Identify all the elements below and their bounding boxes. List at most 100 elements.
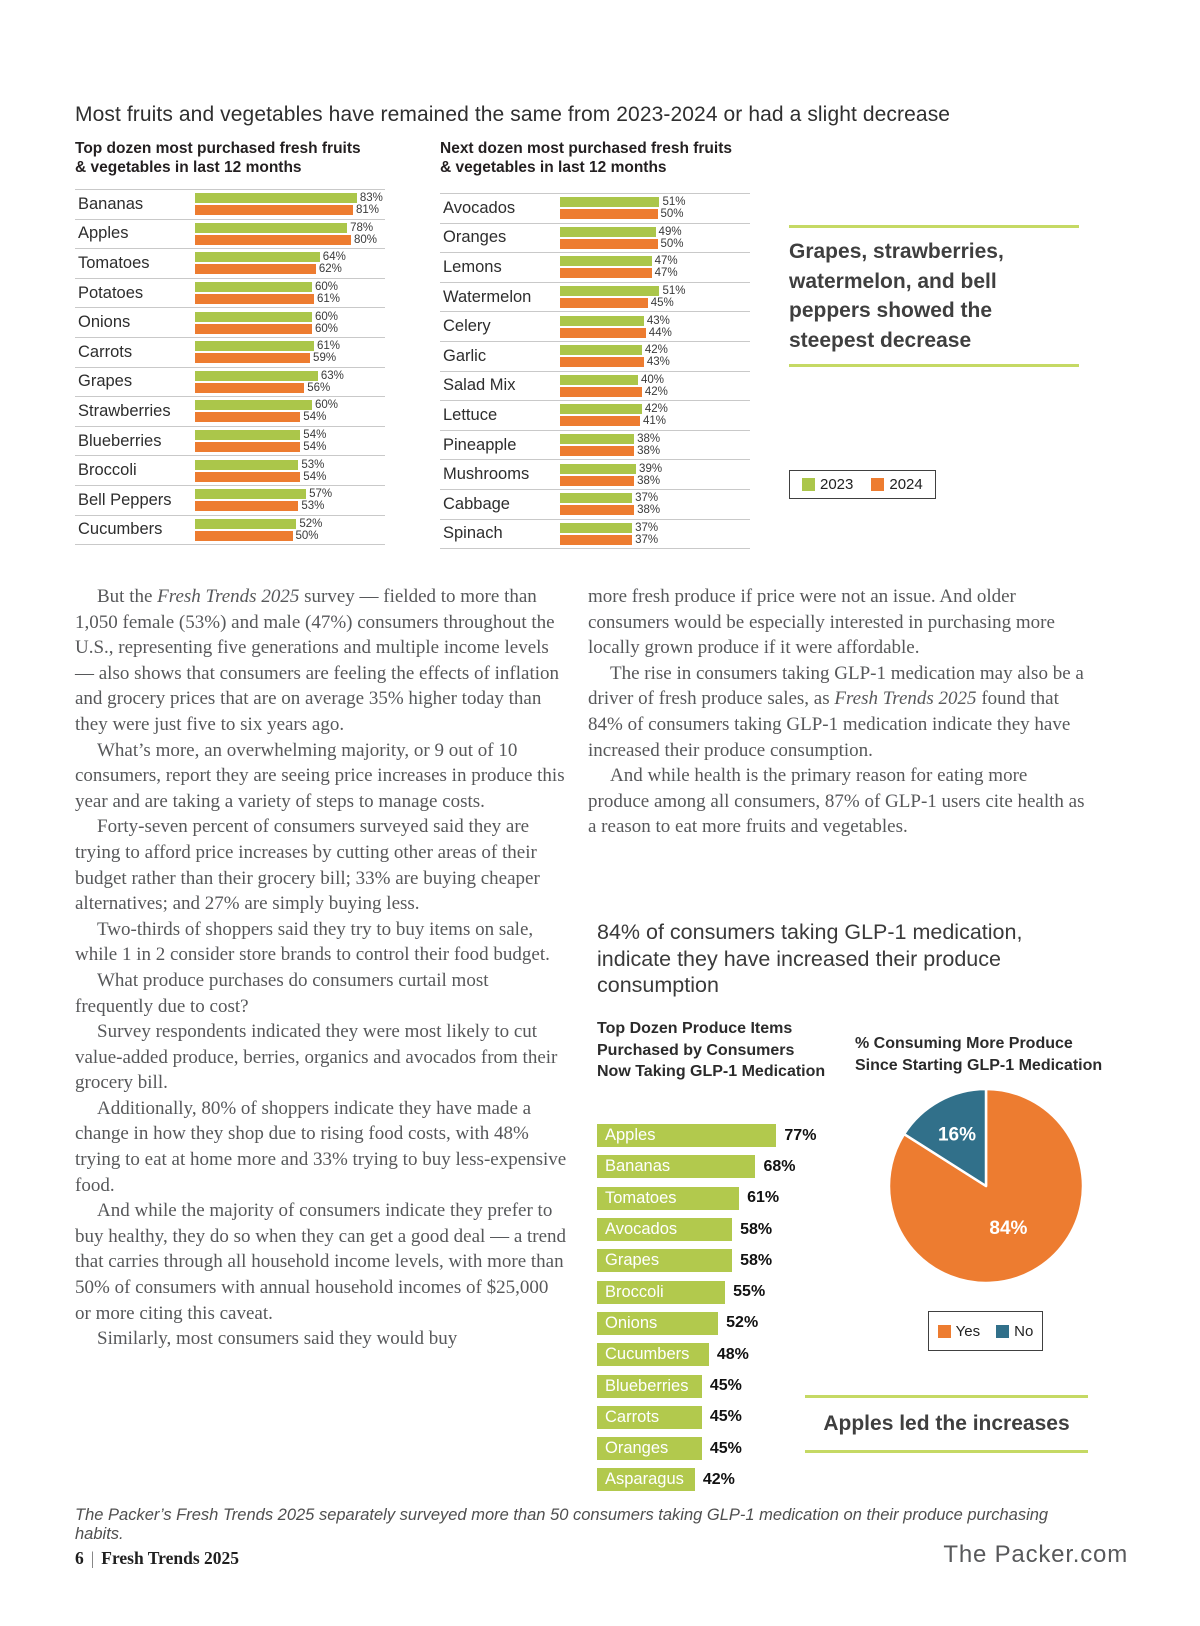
callout-steepest-decrease: Grapes, strawberries, watermelon, and be… xyxy=(789,225,1079,367)
value-label: 42% xyxy=(644,403,668,416)
value-label: 45% xyxy=(709,1439,742,1457)
legend-swatch-yes xyxy=(937,1324,951,1338)
value-label: 63% xyxy=(320,369,344,382)
chart-row: Apples 77% xyxy=(597,1120,887,1151)
value-label: 54% xyxy=(303,429,327,442)
publisher-wordmark: The Packer.com xyxy=(943,1541,1128,1568)
callout-rule-top xyxy=(805,1395,1088,1398)
value-label: 51% xyxy=(662,196,686,209)
value-label: 52% xyxy=(726,1314,759,1332)
page-title: Most fruits and vegetables have remained… xyxy=(75,103,951,126)
paragraph: Forty-seven percent of consumers surveye… xyxy=(75,816,540,915)
bar-2023 xyxy=(560,434,635,445)
bar-2024 xyxy=(560,357,644,368)
value-label: 60% xyxy=(315,310,339,323)
legend-swatch-2023 xyxy=(802,478,815,491)
value-label: 58% xyxy=(740,1220,773,1238)
chart-row: Bananas 83% 81% xyxy=(75,190,385,220)
bar-2024 xyxy=(560,416,640,427)
callout-apples-led: Apples led the increases xyxy=(805,1395,1088,1453)
bar-tomatoes: Tomatoes xyxy=(597,1186,740,1210)
category-label: Avocados xyxy=(605,1220,678,1239)
paragraph: The rise in consumers taking GLP-1 medic… xyxy=(588,662,1084,761)
bar-2024 xyxy=(195,501,299,512)
category-label: Onions xyxy=(78,313,131,332)
paragraph: Survey respondents indicated they were m… xyxy=(75,1021,558,1094)
chart-row: Potatoes 60% 61% xyxy=(75,279,385,309)
bar-bananas: Bananas xyxy=(597,1155,756,1179)
category-label: Bell Peppers xyxy=(78,490,172,509)
bar-chart-glp: Apples 77% Bananas 68% Tomatoes 61% Avocados 58… xyxy=(597,1120,887,1496)
chart-row: Cucumbers 52% 50% xyxy=(75,516,385,546)
bar-2023 xyxy=(560,256,652,267)
bar-2024 xyxy=(560,298,648,309)
category-label: Watermelon xyxy=(443,287,532,306)
category-label: Lemons xyxy=(443,257,502,276)
chart-row: Oranges 49% 50% xyxy=(440,224,750,254)
category-label: Blueberries xyxy=(605,1376,689,1395)
value-label: 51% xyxy=(662,285,686,298)
value-label: 47% xyxy=(654,267,678,280)
callout-rule-bottom xyxy=(789,364,1079,367)
value-label: 42% xyxy=(702,1470,735,1488)
bar-2023 xyxy=(560,493,633,504)
body-column-left: But the Fresh Trends 2025 survey — field… xyxy=(75,584,567,1352)
value-label: 53% xyxy=(301,500,325,513)
bar-2023 xyxy=(560,315,644,326)
chart-row: Broccoli 55% xyxy=(597,1276,887,1307)
legend-label-2023: 2023 xyxy=(820,476,854,493)
chart-row: Onions 60% 60% xyxy=(75,308,385,338)
bar-avocados: Avocados xyxy=(597,1218,733,1242)
bar-2024 xyxy=(560,238,658,249)
callout-text: Apples led the increases xyxy=(823,1412,1070,1435)
chart-row: Broccoli 53% 54% xyxy=(75,456,385,486)
chart-row: Bell Peppers 57% 53% xyxy=(75,486,385,516)
bar-2023 xyxy=(195,400,312,411)
paragraph: And while health is the primary reason f… xyxy=(588,765,1085,838)
value-label: 42% xyxy=(644,385,668,398)
chart-row: Watermelon 51% 45% xyxy=(440,283,750,313)
bar-2023 xyxy=(195,282,312,293)
value-label: 61% xyxy=(316,340,340,353)
paragraph: What’s more, an overwhelming majority, o… xyxy=(75,739,565,812)
bar-2024 xyxy=(195,234,351,245)
publication-name: Fresh Trends 2025 xyxy=(101,1548,240,1568)
value-label: 53% xyxy=(301,458,325,471)
legend-item-2024: 2024 xyxy=(871,476,923,493)
value-label: 37% xyxy=(635,492,659,505)
bar-cucumbers: Cucumbers xyxy=(597,1343,709,1367)
bar-carrots: Carrots xyxy=(597,1405,702,1429)
value-label: 49% xyxy=(658,225,682,238)
category-label: Blueberries xyxy=(78,431,162,450)
bar-2024 xyxy=(195,205,353,216)
bar-2023 xyxy=(195,252,320,263)
category-label: Apples xyxy=(605,1126,656,1145)
chart-row: Oranges 45% xyxy=(597,1433,887,1464)
bar-onions: Onions xyxy=(597,1311,719,1335)
legend-item-2023: 2023 xyxy=(802,476,853,493)
chart-row: Tomatoes 64% 62% xyxy=(75,249,385,279)
value-label: 43% xyxy=(646,314,670,327)
value-label: 54% xyxy=(303,470,327,483)
callout-rule-top xyxy=(789,225,1079,228)
chart-row: Tomatoes 61% xyxy=(597,1183,887,1214)
value-label: 41% xyxy=(642,415,666,428)
bar-2024 xyxy=(195,442,301,453)
bar-oranges: Oranges xyxy=(597,1437,702,1461)
value-label: 55% xyxy=(733,1283,766,1301)
value-label: 60% xyxy=(315,281,339,294)
value-label: 38% xyxy=(637,433,661,446)
legend-swatch-2024 xyxy=(871,478,885,491)
chart-title-next-dozen: Next dozen most purchased fresh fruits &… xyxy=(440,140,732,176)
survey-footnote: The Packer’s Fresh Trends 2025 separatel… xyxy=(75,1506,1049,1543)
value-label: 38% xyxy=(637,504,661,517)
value-label: 83% xyxy=(359,192,383,205)
chart-row: Blueberries 45% xyxy=(597,1370,887,1401)
bar-2023 xyxy=(195,459,299,470)
value-label: 62% xyxy=(318,263,342,276)
chart-row: Avocados 58% xyxy=(597,1214,887,1245)
bar-2024 xyxy=(195,353,311,364)
pie-slice-no xyxy=(902,1087,988,1188)
value-label: 47% xyxy=(654,255,678,268)
